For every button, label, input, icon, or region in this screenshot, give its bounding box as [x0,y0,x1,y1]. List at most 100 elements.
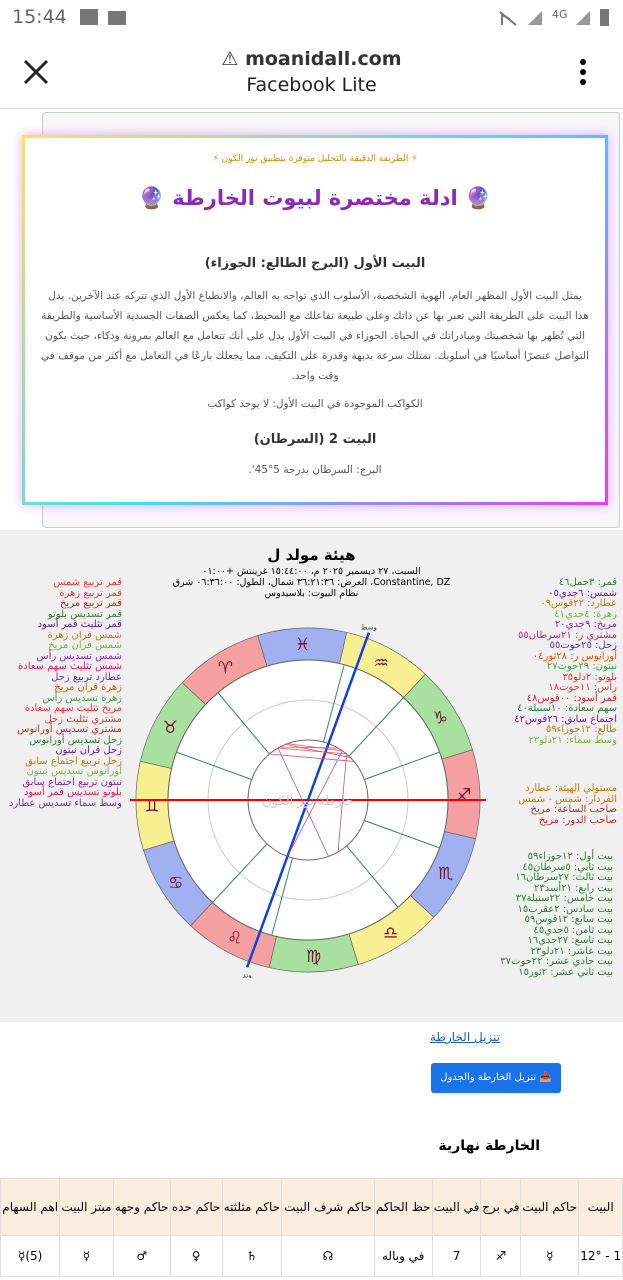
sign-glyph: ♊ [144,796,159,816]
sign-glyph: ♏ [438,864,453,884]
column-header: حظ الحاكم [373,1178,433,1236]
column-header: حاكم مثلثته [221,1178,283,1236]
column-header: في برج [480,1178,522,1236]
sign-glyph: ♒ [374,653,389,673]
house: بيت خامس: ٢٢سنبلة٣٧ [515,893,613,904]
cell: ♀ [169,1235,223,1277]
aspect: أورانوس تسديس نبتون [26,766,122,777]
sign-glyph: ♎ [383,923,398,943]
note: ⚡ الطريقة الدقيقة بالتحليل متوفرة بتطبيق… [212,154,418,164]
planet: مشتري ر: ٢١سرطان٥٥ [518,629,617,641]
status-bar: 15:44 4G [0,0,623,36]
chart-info: السبت، ٢٧ ديسمبر ٢٠٢٥ م، ١٥:٤٤:٠٠ غرينتش… [0,566,623,599]
house-cusp [346,845,399,908]
info-line: نظام البيوت: بلاسيدوس [264,588,359,599]
column-header: حاكم وجهه [112,1178,171,1236]
aspect: زهرة قران مريخ [54,682,122,693]
planet: زحل: ٢٥حوت٥٥ [549,640,617,651]
aspect: قمر تربيع مريخ [60,598,122,609]
aspect-line [269,753,354,762]
column-header: مبتز البيت [59,1178,114,1236]
sign-glyph: ♋ [168,874,183,894]
planet: عطارد: ٢٢قوس٠٩ [540,598,617,609]
aspect-line [287,743,343,752]
sign-glyph: ♈ [218,659,233,679]
aspect: مشتري تسديس أورانوس [17,724,122,735]
planet: مريخ: ٩جدي٢٠ [554,619,617,630]
house: بيت حادي عشر: ٢٢حوت٣٧ [500,956,613,967]
cell: (5)☿ [0,1235,61,1277]
house: بيت ثاني: ٥سرطان٤٥ [522,861,613,873]
cell: ♄ [221,1235,283,1277]
aspect: زحل تربيع اجتماع سابق [25,755,122,767]
rulers-list: مستولي الهيئة: عطارد الفردار: شمس - شمس صا… [507,783,618,826]
ruler: صاحب الدور: مريخ [538,814,617,826]
house: بيت عاشر: ٢١دلو٢٣ [530,945,613,957]
planet: قمر أسود: ٠٠قوس٤٨ [526,692,617,704]
download-link[interactable]: تنزيل الخارطة [430,1030,500,1044]
column-header: البيت [578,1178,623,1236]
ruler: مستولي الهيئة: عطارد [525,783,617,794]
cell: 1 - 12° [578,1235,623,1277]
sign-glyph: ♐ [456,786,471,806]
column-header: في البيت [431,1178,482,1236]
day-chart: الخارطة نهارية [438,1138,540,1154]
house-cusp [348,697,404,757]
aspect: قمر تسديس بلوتو [47,608,122,620]
aspect-line [279,746,339,749]
house: بيت ثاني عشر: ٢ثور١٥ [518,966,613,978]
house: بيت تاسع: ٢٧جدي١٦ [527,935,613,946]
planet: رأس: ١١حوت١٨ [548,682,617,693]
aspect: مشتري تثليث زحل [44,713,122,725]
domain-text: moanidall.com [245,48,402,70]
watermark: خارطة نور الكون [262,794,353,809]
aspect: وسط سماء تسديس عطارد [8,797,122,809]
menu-button[interactable] [578,58,588,88]
download-button[interactable]: 📥 تنزيل الخارطة والجدول [431,1063,561,1093]
sign-glyph: ♉ [163,718,178,738]
aspect: نبتون تربيع اجتماع سابق [22,776,122,788]
cell: ♂ [112,1235,171,1277]
house: بيت سابع: ١٢قوس٥٩ [524,914,613,925]
card-title: 🔮 ادلة مختصرة لبيوت الخارطة 🔮 [138,186,492,210]
house-text: يمثل البيت الأول المظهر العام، الهوية ال… [41,290,589,382]
close-button[interactable] [22,58,50,86]
aspect: زحل تسديس أورانوس [29,734,122,746]
aspect-line [277,747,329,857]
aspect: قمر تثليث قمر أسود [37,619,122,630]
cell: ☿ [520,1235,580,1277]
aspect: زهرة تسديس رأس [42,692,122,704]
planet: بلوتو: ٢دلو٣٥ [562,671,617,683]
house-cusp [217,692,270,755]
column-header: حاكم شرف البيت [281,1178,375,1236]
aspect: زحل قران نبتون [55,745,122,756]
planet: قمر: ٣حمل٤٦ [558,577,617,588]
house: بيت أول: ١٢جوزاء٥٩ [527,851,613,862]
house-heading: البيت 2 (السرطان) [253,432,377,447]
house-cusp [176,751,252,780]
aspect: قمر تربيع شمس [53,577,122,588]
info-line: Constantine, DZ، العرض: ٣٦:٢١:٣٦ شمال، ا… [172,577,451,588]
house-sign: البرج: السرطان بدرجة 5°45'. [248,464,382,476]
domain: ⚠ moanidall.com [221,48,402,70]
chart-wheel: ♈♉♊♋♌♍♎♏♐♑♒♓طالعغاربوسطوتدخارطة نور الكو… [130,624,486,978]
planet: زهرة: ٤جدي٤١ [554,608,617,620]
aspect: شمس قران مريخ [48,640,122,651]
table-row: 1 - 12° ☿ ♐ 7 في وباله ☊ ♄ ♀ ♂ ☿ (5)☿ [0,1235,623,1277]
header-row: البيت حاكم البيت في برج في البيت حظ الحاكم حا… [0,1178,623,1236]
house-cusp [323,664,345,743]
mc-label: وسط [361,624,377,632]
house: بيت ثامن: ٥جدي٤٥ [533,924,613,936]
ruler: صاحب الساعة: مريخ [530,804,618,815]
cell: ☿ [59,1235,114,1277]
cell: في وباله [373,1235,433,1277]
network: 4G [552,8,568,21]
status-icons [80,9,609,26]
aspect: شمس تسديس رأس [36,650,122,662]
cell: 7 [431,1235,482,1277]
house-cusp [271,857,293,936]
house-heading: البيت الأول (البرج الطالع: الجوزاء) [204,256,426,271]
cell: ♐ [480,1235,522,1277]
sign-glyph: ♍ [306,947,321,967]
chart-title: هيئة مولد ل [267,546,356,564]
